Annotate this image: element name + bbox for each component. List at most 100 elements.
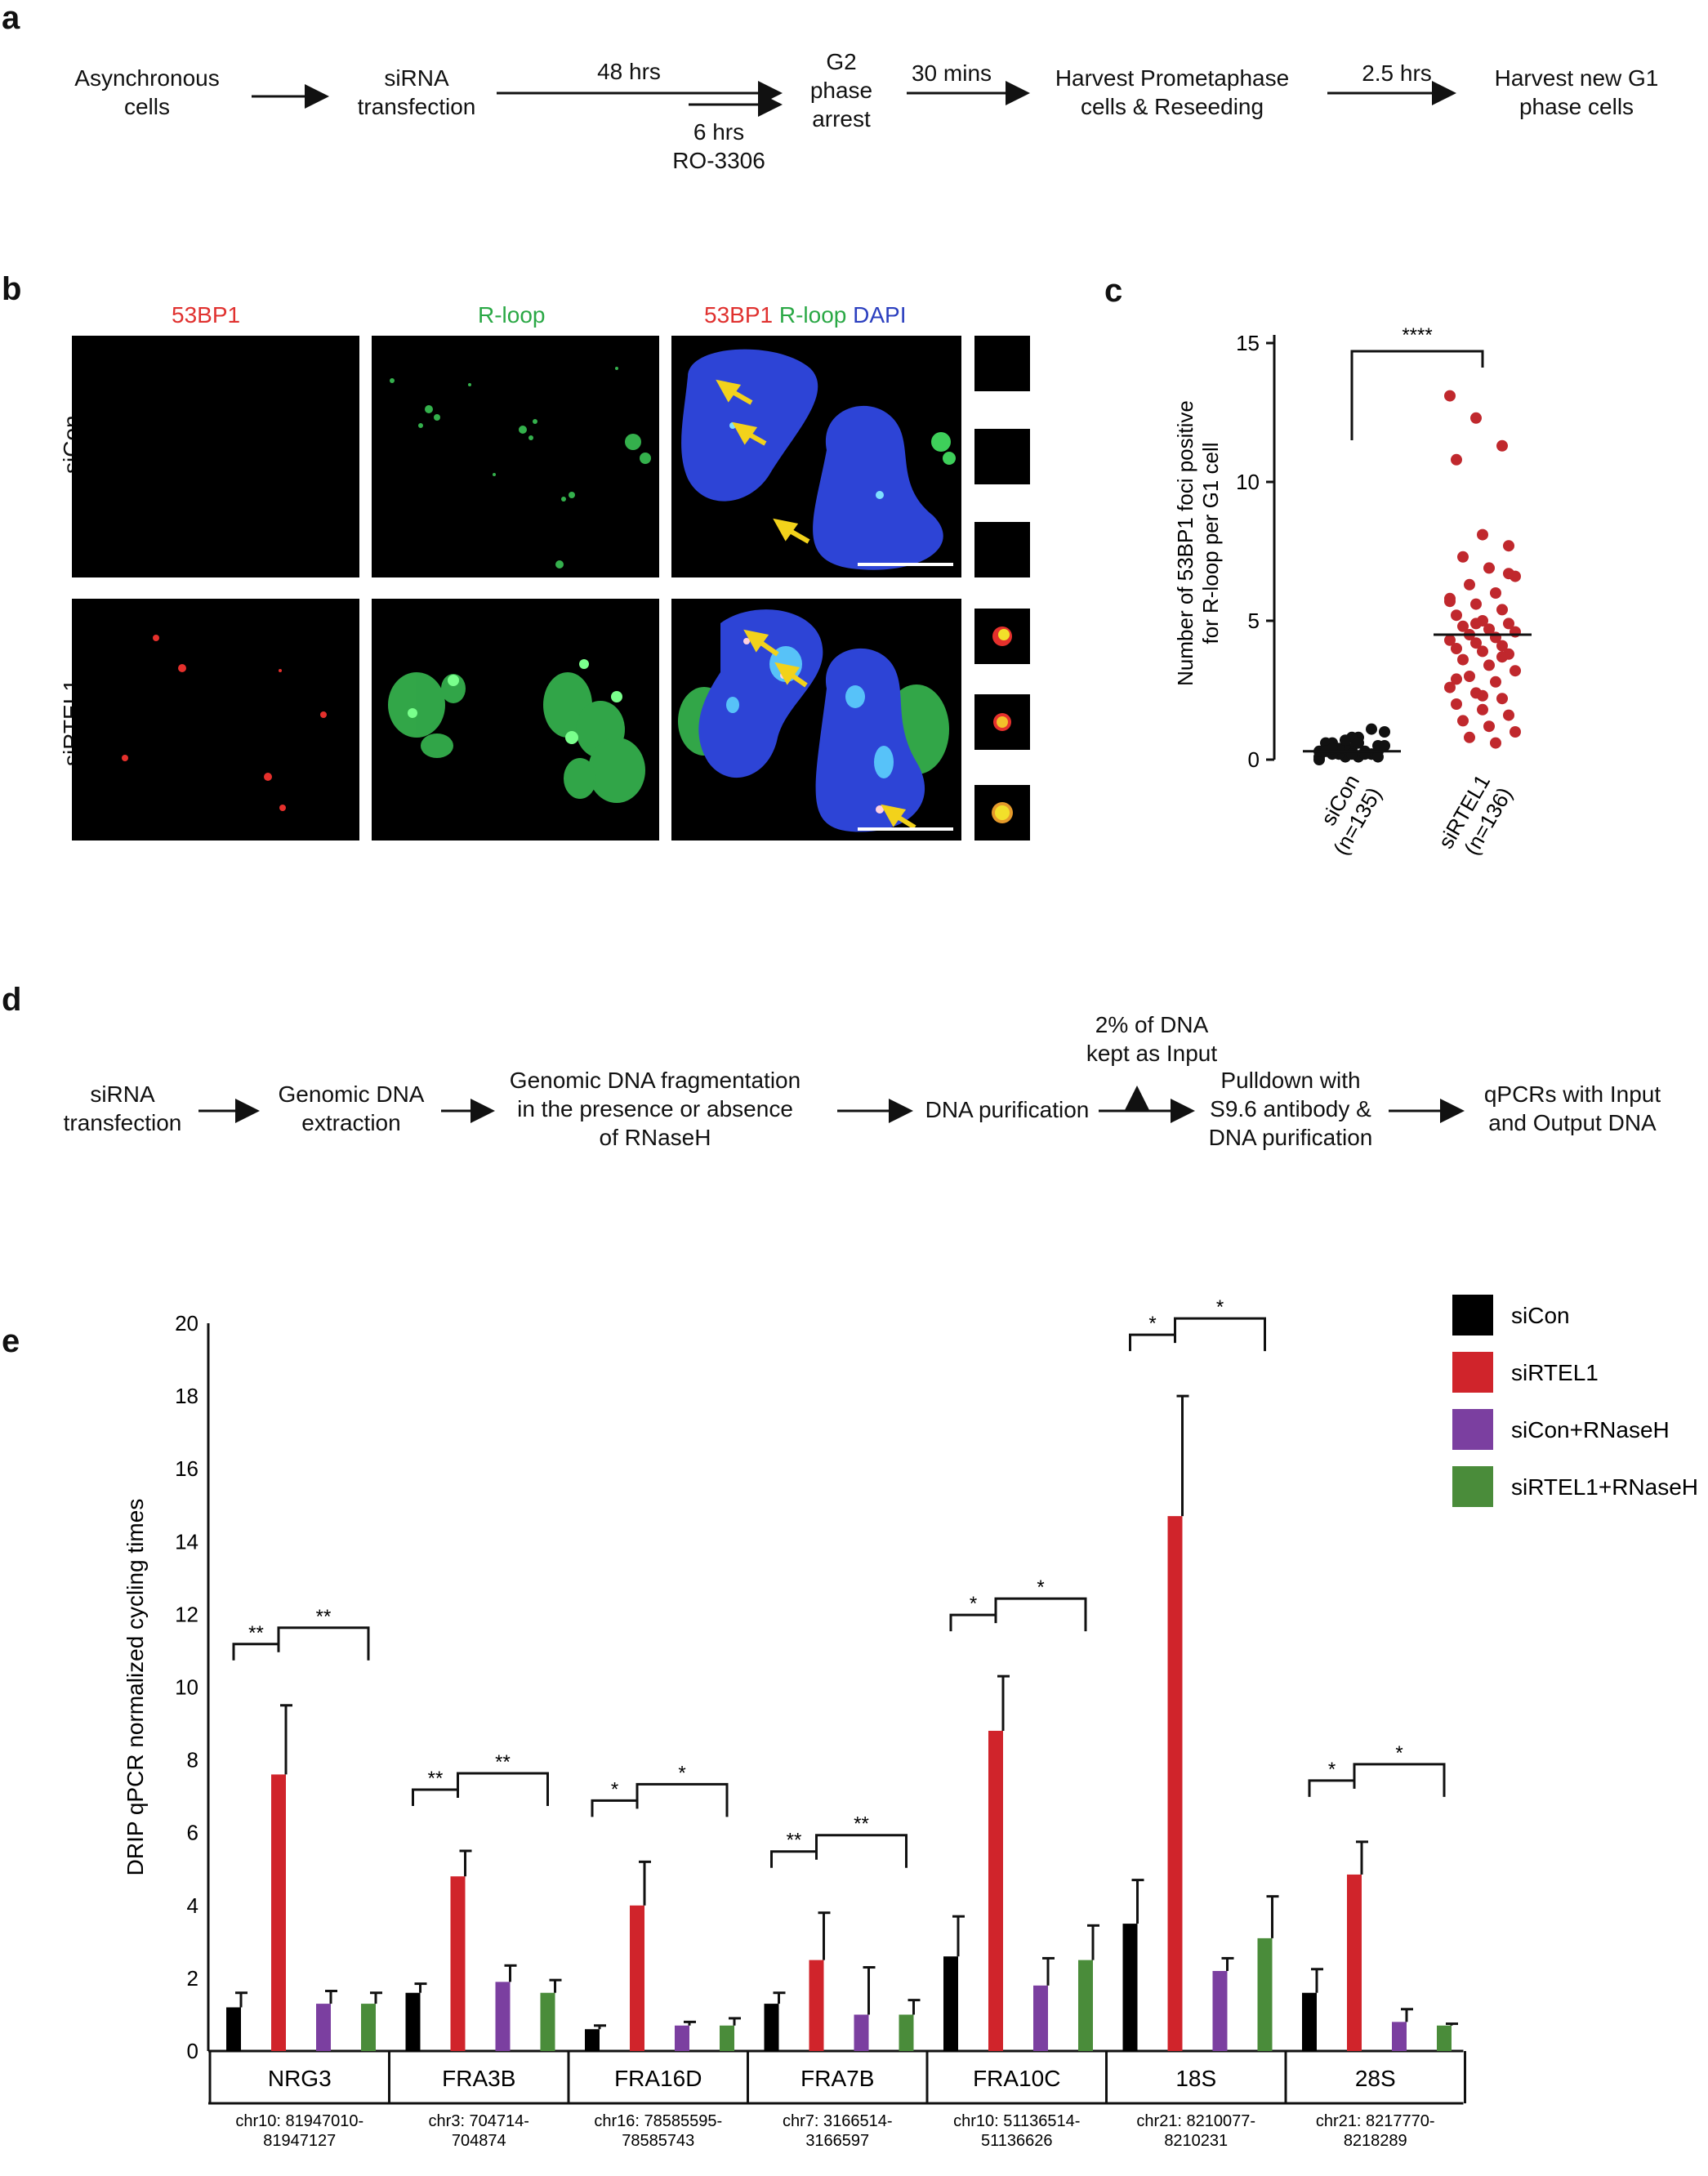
c-point-siRTEL1 bbox=[1470, 618, 1482, 630]
c-point-siRTEL1 bbox=[1444, 390, 1456, 402]
c-point-siRTEL1 bbox=[1503, 540, 1514, 552]
flow-a-step-2: siRNA transfection bbox=[357, 65, 476, 119]
e-y-tick-label: 10 bbox=[175, 1675, 198, 1700]
e-y-axis-label: DRIP qPCR normalized cycling times bbox=[123, 1499, 148, 1876]
c-y-axis-label: Number of 53BP1 foci positivefor R-loop … bbox=[1173, 400, 1223, 686]
c-point-siCon bbox=[1379, 740, 1390, 751]
c-point-siRTEL1 bbox=[1444, 595, 1456, 608]
e-category-label: FRA10C bbox=[973, 2066, 1060, 2091]
e-bar-siRTEL1+RNaseH-FRA10C bbox=[1078, 1960, 1093, 2051]
flow-a-step-4: Harvest Prometaphase cells & Reseeding bbox=[1055, 65, 1290, 119]
c-point-siCon bbox=[1366, 723, 1377, 735]
flow-d-step-3: Genomic DNA fragmentation in the presenc… bbox=[509, 1068, 801, 1150]
e-sig-label: ** bbox=[248, 1622, 264, 1644]
e-sig-bracket-2 bbox=[1353, 1763, 1446, 1797]
flow-a-label-48hrs: 48 hrs bbox=[597, 59, 661, 84]
c-point-siRTEL1 bbox=[1451, 643, 1462, 654]
e-sig-label: * bbox=[1148, 1313, 1156, 1335]
c-point-siRTEL1 bbox=[1483, 623, 1495, 635]
image-sirtel1-rloop bbox=[372, 599, 659, 841]
flow-d-arrows bbox=[198, 1086, 1465, 1123]
c-point-siRTEL1 bbox=[1483, 659, 1495, 671]
e-category-label: 18S bbox=[1175, 2066, 1216, 2091]
c-point-siRTEL1 bbox=[1470, 412, 1482, 424]
e-sig-label: ** bbox=[787, 1830, 802, 1852]
e-bar-siCon-FRA16D bbox=[585, 2029, 600, 2051]
e-sig-bracket-1 bbox=[1308, 1779, 1354, 1797]
e-legend-swatch-siCon+RNaseH bbox=[1452, 1409, 1493, 1450]
c-point-siCon bbox=[1379, 726, 1390, 738]
e-coordinate-label: chr10: 51136514-51136626 bbox=[953, 2112, 1080, 2150]
c-point-siRTEL1 bbox=[1477, 528, 1488, 541]
c-point-siRTEL1 bbox=[1464, 731, 1475, 743]
e-sig-label: ** bbox=[495, 1751, 511, 1773]
e-category-label: 28S bbox=[1355, 2066, 1396, 2091]
c-point-siRTEL1 bbox=[1457, 653, 1469, 666]
c-point-siRTEL1 bbox=[1510, 726, 1521, 738]
e-sig-label: ** bbox=[854, 1813, 869, 1835]
e-coordinate-label: chr21: 8217770-8218289 bbox=[1316, 2112, 1435, 2150]
c-point-siRTEL1 bbox=[1496, 693, 1508, 705]
e-bar-siCon+RNaseH-FRA7B bbox=[854, 2014, 869, 2051]
c-point-siRTEL1 bbox=[1490, 676, 1501, 688]
e-coordinate-label: chr21: 8210077-8210231 bbox=[1136, 2112, 1255, 2150]
e-y-tick-label: 18 bbox=[175, 1384, 198, 1408]
c-point-siRTEL1 bbox=[1444, 634, 1456, 646]
c-point-siRTEL1 bbox=[1470, 598, 1482, 610]
c-point-siRTEL1 bbox=[1503, 709, 1514, 721]
col-header-53bp1: 53BP1 bbox=[172, 302, 241, 328]
e-bar-siRTEL1-FRA10C bbox=[988, 1730, 1003, 2051]
panel-d-letter: d bbox=[2, 982, 22, 1018]
c-point-siRTEL1 bbox=[1490, 737, 1501, 749]
e-sig-bracket-1 bbox=[412, 1788, 458, 1806]
inset-sirtel1-1 bbox=[974, 609, 1030, 664]
flow-a-step-3: G2 phase arrest bbox=[809, 49, 873, 132]
c-point-siRTEL1 bbox=[1444, 681, 1456, 693]
merge-label-rloop: R-loop bbox=[778, 302, 847, 328]
e-bar-siCon+RNaseH-FRA3B bbox=[495, 1982, 511, 2051]
e-sig-label: * bbox=[970, 1593, 977, 1615]
e-bar-siRTEL1-FRA16D bbox=[630, 1905, 644, 2051]
e-bar-siCon-FRA3B bbox=[405, 1992, 421, 2051]
e-legend-swatch-siRTEL1+RNaseH bbox=[1452, 1466, 1493, 1507]
panel-b-letter: b bbox=[2, 271, 22, 307]
e-sig-label: * bbox=[611, 1778, 618, 1800]
c-point-siRTEL1 bbox=[1477, 645, 1488, 658]
c-point-siRTEL1 bbox=[1483, 562, 1495, 574]
e-y-tick-label: 12 bbox=[175, 1602, 198, 1626]
e-bar-siCon-FRA10C bbox=[943, 1956, 958, 2051]
rloop-foci-sicon bbox=[390, 367, 651, 569]
e-category-label: NRG3 bbox=[268, 2066, 332, 2091]
e-sig-bracket-2 bbox=[815, 1834, 908, 1868]
e-legend-label-siCon: siCon bbox=[1511, 1303, 1570, 1328]
e-legend-swatch-siCon bbox=[1452, 1295, 1493, 1335]
panel-e-letter: e bbox=[2, 1323, 20, 1359]
e-coordinate-label: chr16: 78585595-78585743 bbox=[594, 2112, 722, 2150]
image-sirtel1-53bp1 bbox=[72, 599, 359, 841]
e-bar-siRTEL1-FRA7B bbox=[809, 1960, 824, 2051]
flow-d-step-6: qPCRs with Input and Output DNA bbox=[1483, 1081, 1661, 1135]
image-sirtel1-merge bbox=[671, 599, 961, 841]
chart-c-scatter: 0 5 10 15 Number of 53BP1 foci positivefor R… bbox=[1173, 324, 1532, 859]
flow-a-label-ro3306: 6 hrs RO-3306 bbox=[672, 119, 765, 173]
chart-e-bar: 0 2 4 6 8 10 12 14 16 18 20 DRIP qPCR normalized cy… bbox=[123, 1295, 1698, 2150]
c-point-siCon bbox=[1327, 742, 1338, 755]
e-bar-siRTEL1+RNaseH-28S bbox=[1437, 2025, 1452, 2051]
e-sig-label: * bbox=[1216, 1296, 1224, 1318]
e-sig-label: * bbox=[1395, 1742, 1403, 1764]
c-point-siRTEL1 bbox=[1457, 620, 1469, 632]
c-point-siRTEL1 bbox=[1496, 604, 1508, 616]
c-point-siCon bbox=[1372, 751, 1384, 763]
c-point-siRTEL1 bbox=[1464, 578, 1475, 591]
e-y-tick-label: 2 bbox=[187, 1966, 198, 1991]
inset-sicon-2 bbox=[974, 429, 1030, 484]
e-bar-siCon+RNaseH-FRA10C bbox=[1033, 1985, 1048, 2051]
flow-d-step-5: Pulldown with S9.6 antibody & DNA purifi… bbox=[1208, 1068, 1373, 1150]
flow-a-label-2-5hrs: 2.5 hrs bbox=[1362, 60, 1432, 86]
e-bar-siRTEL1+RNaseH-FRA7B bbox=[899, 2014, 914, 2051]
e-bar-siRTEL1-FRA3B bbox=[450, 1876, 466, 2051]
c-point-siCon bbox=[1340, 734, 1351, 747]
e-sig-bracket-2 bbox=[635, 1782, 729, 1817]
c-point-siRTEL1 bbox=[1483, 720, 1495, 733]
c-y-tick-label: 5 bbox=[1248, 609, 1260, 633]
